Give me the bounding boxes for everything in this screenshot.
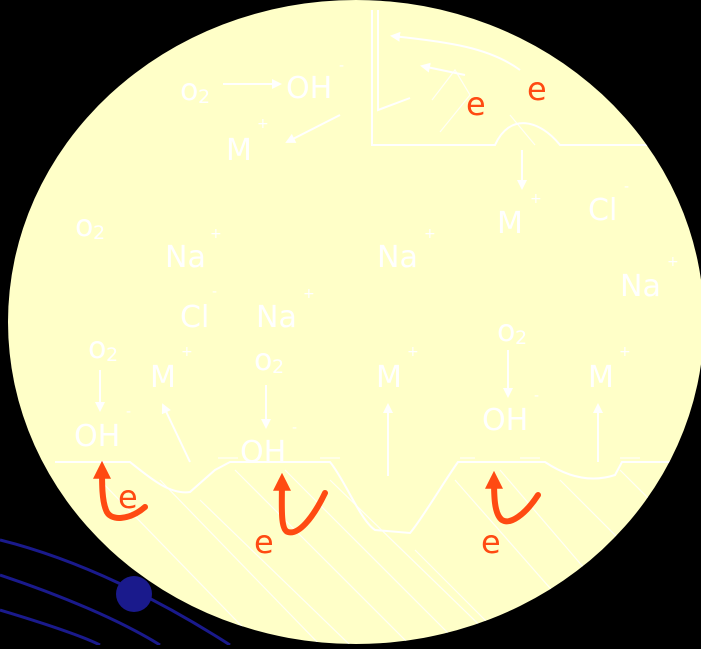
o2-label: o xyxy=(75,209,93,244)
electron-flow-arrow xyxy=(93,460,148,521)
m-ion-label: M xyxy=(497,206,523,241)
m-ion-label: M xyxy=(376,360,402,395)
svg-text:+: + xyxy=(257,116,269,132)
electron-label: e xyxy=(527,70,547,108)
electron-label: e xyxy=(481,523,501,561)
outline-arcs xyxy=(0,538,231,647)
anode-ion-left: M + xyxy=(150,344,193,463)
solution-ions: o 2 Na + Na + Cl - Na + Cl - Na + xyxy=(75,179,679,335)
svg-text:+: + xyxy=(303,286,315,302)
electron-label: e xyxy=(118,478,138,516)
svg-text:+: + xyxy=(407,344,419,360)
electron-label: e xyxy=(254,523,274,561)
na-ion-label: Na xyxy=(256,300,297,335)
svg-text:2: 2 xyxy=(515,327,527,349)
na-ion-label: Na xyxy=(620,269,661,304)
m-ion-label: M xyxy=(588,360,614,395)
oh-label: OH xyxy=(286,71,332,106)
svg-text:+: + xyxy=(667,254,679,270)
svg-text:2: 2 xyxy=(93,222,105,244)
svg-text:2: 2 xyxy=(106,344,118,366)
svg-text:+: + xyxy=(210,226,222,242)
crevice-top-right: e e M + xyxy=(390,31,547,241)
svg-text:2: 2 xyxy=(198,86,210,108)
electron-flow-arrow xyxy=(485,470,541,525)
m-ion-label: M xyxy=(150,360,176,395)
droplet xyxy=(8,0,701,644)
svg-text:-: - xyxy=(212,284,217,300)
o2-label: o xyxy=(88,331,106,366)
cathode-site-center: o 2 OH - e xyxy=(240,343,328,561)
svg-text:+: + xyxy=(181,344,193,360)
svg-text:2: 2 xyxy=(272,356,284,378)
oh-label: OH xyxy=(482,403,528,438)
svg-text:-: - xyxy=(126,404,131,420)
anode-ion-right: M + xyxy=(588,344,631,462)
na-ion-label: Na xyxy=(377,240,418,275)
o2-label: o xyxy=(180,73,198,108)
electron-label: e xyxy=(466,85,486,123)
anode-ion-center: M + xyxy=(376,344,419,476)
cl-ion-label: Cl xyxy=(588,193,617,228)
svg-text:-: - xyxy=(534,388,539,404)
cl-ion-label: Cl xyxy=(180,300,209,335)
svg-text:-: - xyxy=(339,58,344,74)
o2-label: o xyxy=(254,343,272,378)
oh-label: OH xyxy=(74,419,120,454)
oh-label: OH xyxy=(240,435,286,470)
svg-text:+: + xyxy=(424,226,436,242)
arrow-down-left xyxy=(285,114,341,143)
cathode-site-right: o 2 OH - e xyxy=(481,314,541,561)
cathode-site-left: o 2 OH - e xyxy=(74,331,148,521)
electron-flow-arrow xyxy=(272,472,328,536)
o2-label: o xyxy=(497,314,515,349)
reaction-top-left: o 2 OH - M + xyxy=(180,58,344,168)
na-ion-label: Na xyxy=(165,240,206,275)
dot-marker xyxy=(116,576,152,612)
m-ion-label: M xyxy=(226,133,252,168)
svg-text:+: + xyxy=(530,191,542,207)
svg-text:-: - xyxy=(624,179,629,195)
svg-text:+: + xyxy=(619,344,631,360)
svg-text:-: - xyxy=(292,420,297,436)
